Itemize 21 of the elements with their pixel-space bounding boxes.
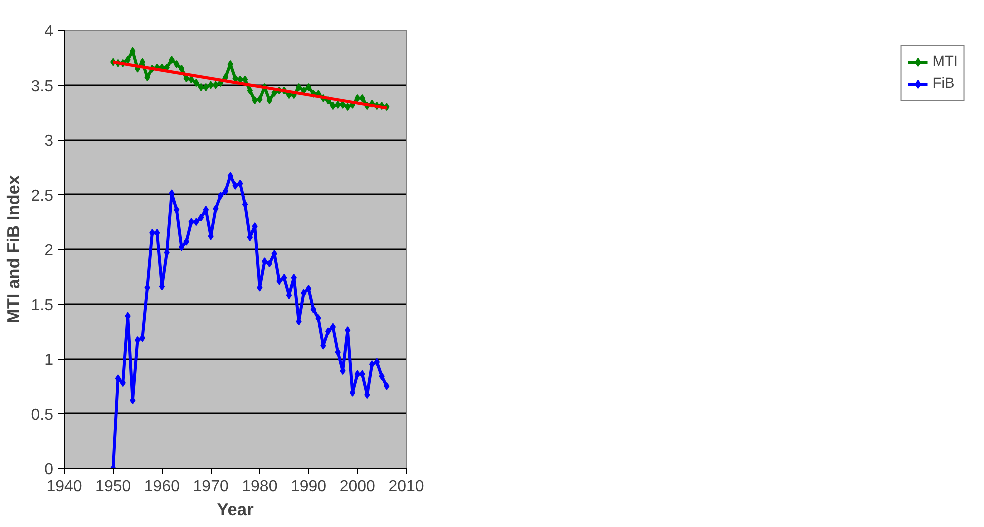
y-tick-label: 0 — [44, 462, 54, 478]
x-tick-label: 1990 — [290, 478, 327, 496]
x-tick-label: 1960 — [144, 478, 180, 496]
y-tick-label: 2.5 — [31, 188, 54, 205]
x-axis-title: Year — [217, 500, 254, 520]
x-tick-label: 1940 — [46, 478, 82, 496]
legend-label: FiB — [932, 76, 955, 92]
legend-label: MTI — [932, 54, 958, 70]
y-tick-label: 0.5 — [31, 406, 54, 424]
x-tick-label: 2000 — [340, 478, 376, 496]
x-tick-label: 1980 — [242, 478, 278, 496]
y-tick-label: 3 — [44, 133, 54, 150]
y-tick-label: 4 — [44, 24, 54, 40]
x-tick-label: 1950 — [96, 478, 132, 496]
y-tick-label: 1.5 — [31, 297, 54, 314]
y-tick-label: 1 — [44, 352, 54, 369]
y-tick-label: 2 — [44, 242, 54, 260]
x-tick-label: 2010 — [388, 478, 424, 496]
x-tick-label: 1970 — [193, 478, 229, 496]
y-tick-label: 3.5 — [31, 78, 54, 96]
y-axis-title: MTI and FiB Index — [3, 175, 24, 324]
